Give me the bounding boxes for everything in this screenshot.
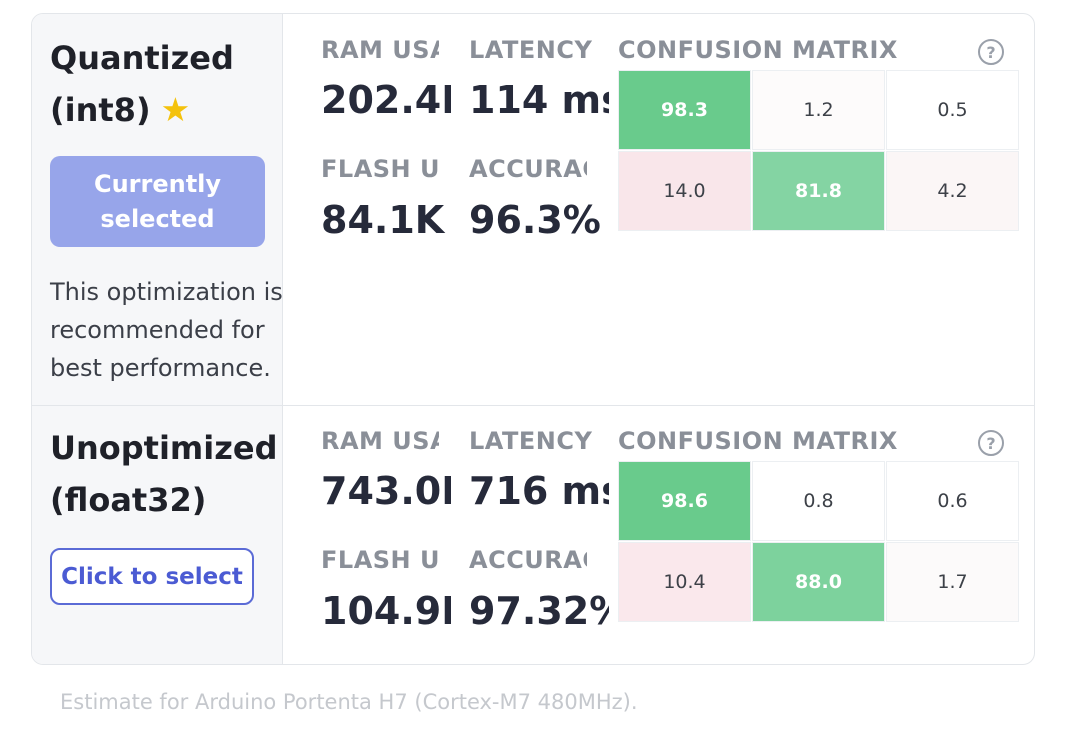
accuracy-label: ACCURACY bbox=[469, 155, 587, 183]
flash-usage-value: 84.1K bbox=[321, 198, 445, 242]
flash-usage-label: FLASH USAGE bbox=[321, 546, 439, 574]
recommendation-text: This optimization is recommended for bes… bbox=[50, 273, 290, 387]
option-subtitle: (int8) bbox=[50, 91, 151, 129]
accuracy-value: 97.32% bbox=[469, 589, 609, 633]
latency-value: 114 ms bbox=[469, 78, 609, 122]
matrix-cell: 10.4 bbox=[618, 542, 751, 622]
option-title-line1: Quantized bbox=[50, 39, 234, 77]
option-summary-unoptimized: Unoptimized (float32) Click to select bbox=[32, 406, 283, 664]
star-icon: ★ bbox=[160, 90, 191, 129]
confusion-matrix: 98.3 1.2 0.5 14.0 81.8 4.2 bbox=[618, 70, 1019, 231]
button-label-line2: selected bbox=[100, 204, 215, 233]
option-row-quantized: Quantized (int8) ★ Currently selected Thi… bbox=[32, 14, 1034, 406]
recommendation-line: This optimization is bbox=[50, 278, 283, 306]
button-label-line1: Currently bbox=[93, 169, 222, 198]
latency-label: LATENCY bbox=[469, 36, 593, 64]
click-to-select-button[interactable]: Click to select bbox=[50, 548, 254, 605]
ram-usage-label: RAM USAGE bbox=[321, 427, 439, 455]
recommendation-line: best performance. bbox=[50, 354, 271, 382]
accuracy-value: 96.3% bbox=[469, 198, 601, 242]
option-summary-quantized: Quantized (int8) ★ Currently selected Thi… bbox=[32, 14, 283, 405]
ram-usage-value: 202.4K bbox=[321, 78, 451, 122]
help-icon[interactable]: ? bbox=[978, 39, 1004, 65]
matrix-cell: 0.6 bbox=[886, 461, 1019, 541]
option-row-unoptimized: Unoptimized (float32) Click to select RA… bbox=[32, 406, 1034, 664]
option-title-line2: (float32) bbox=[50, 481, 207, 519]
matrix-cell: 0.5 bbox=[886, 70, 1019, 150]
confusion-matrix-label: CONFUSION MATRIX bbox=[618, 36, 898, 64]
matrix-cell: 81.8 bbox=[752, 151, 885, 231]
matrix-cell: 0.8 bbox=[752, 461, 885, 541]
latency-value: 716 ms bbox=[469, 469, 609, 513]
flash-usage-label: FLASH USAGE bbox=[321, 155, 439, 183]
matrix-cell: 4.2 bbox=[886, 151, 1019, 231]
option-title-line2: (int8) ★ bbox=[50, 88, 190, 132]
matrix-cell: 98.3 bbox=[618, 70, 751, 150]
model-optimization-card: Quantized (int8) ★ Currently selected Thi… bbox=[31, 13, 1035, 665]
ram-usage-label: RAM USAGE bbox=[321, 36, 439, 64]
confusion-matrix: 98.6 0.8 0.6 10.4 88.0 1.7 bbox=[618, 461, 1019, 622]
flash-usage-value: 104.9K bbox=[321, 589, 451, 633]
matrix-cell: 98.6 bbox=[618, 461, 751, 541]
currently-selected-button[interactable]: Currently selected bbox=[50, 156, 265, 247]
ram-usage-value: 743.0K bbox=[321, 469, 451, 513]
target-device-estimate-note: Estimate for Arduino Portenta H7 (Cortex… bbox=[60, 690, 638, 714]
matrix-cell: 14.0 bbox=[618, 151, 751, 231]
confusion-matrix-label: CONFUSION MATRIX bbox=[618, 427, 898, 455]
recommendation-line: recommended for bbox=[50, 316, 265, 344]
matrix-cell: 88.0 bbox=[752, 542, 885, 622]
option-title-line1: Unoptimized bbox=[50, 429, 278, 467]
accuracy-label: ACCURACY bbox=[469, 546, 587, 574]
matrix-cell: 1.7 bbox=[886, 542, 1019, 622]
matrix-cell: 1.2 bbox=[752, 70, 885, 150]
help-icon[interactable]: ? bbox=[978, 430, 1004, 456]
latency-label: LATENCY bbox=[469, 427, 593, 455]
